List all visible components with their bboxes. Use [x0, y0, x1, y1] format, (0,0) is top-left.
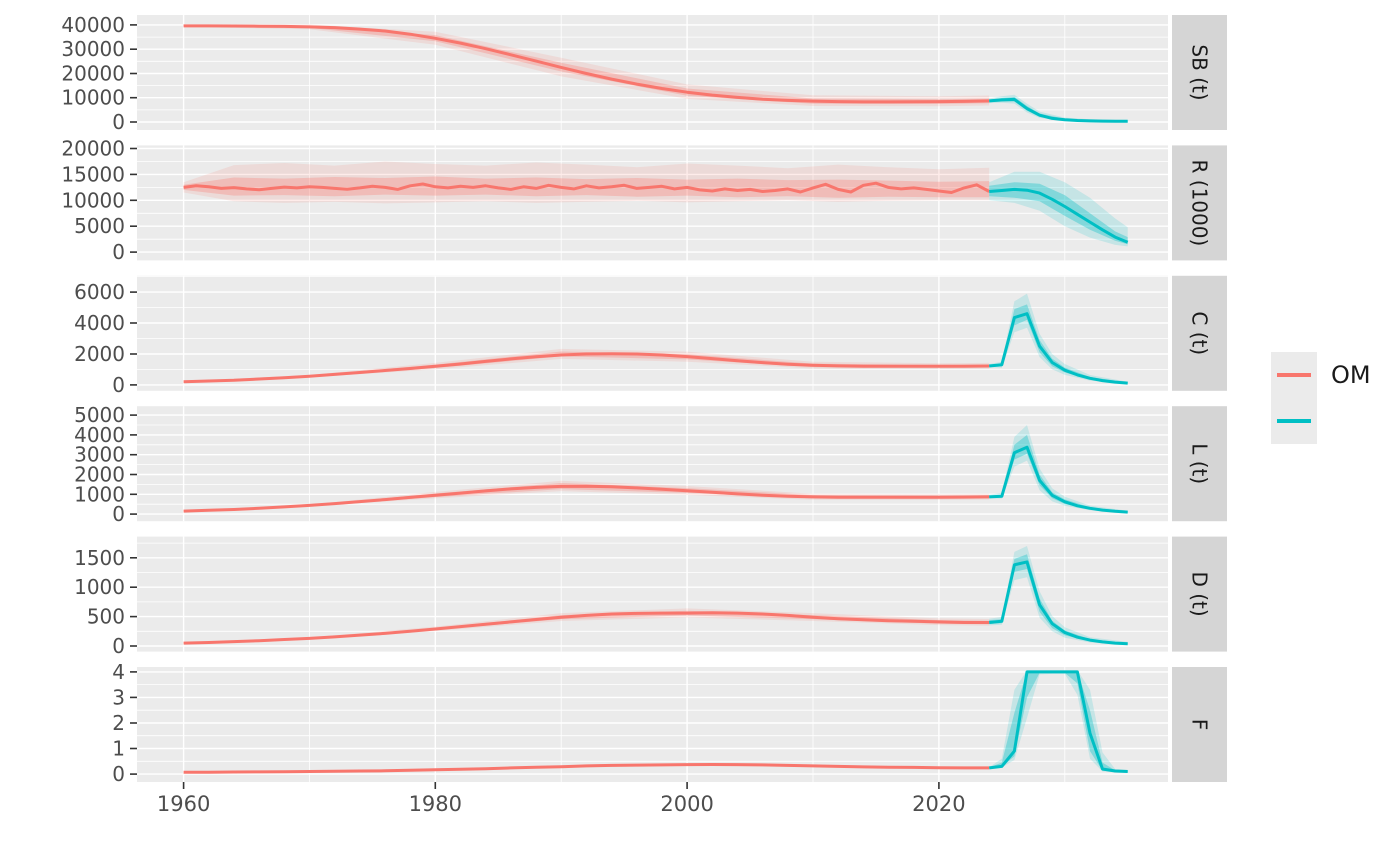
- y-tick-label: 20000: [61, 137, 125, 161]
- legend-label-om: OM: [1331, 361, 1371, 389]
- panel-D: D (t) 0 500 1000 1500: [74, 536, 1227, 658]
- y-tick-label: 40000: [61, 13, 125, 37]
- y-tick-label: 20000: [61, 62, 125, 86]
- legend-key-box-mp: [1271, 398, 1317, 444]
- facet-strip-SB: SB (t): [1172, 15, 1227, 130]
- y-tick-label: 4: [112, 660, 125, 684]
- panel-data: [183, 293, 1128, 385]
- y-tick-label: 1000: [74, 482, 125, 506]
- om-uncertainty-ribbon: [183, 161, 990, 204]
- y-tick-label: 2000: [74, 463, 125, 487]
- y-tick-label: 0: [112, 373, 125, 397]
- facet-strip-D: D (t): [1172, 536, 1227, 652]
- facet-strip-label: L (t): [1188, 443, 1212, 484]
- mp-line: [989, 97, 1128, 123]
- gridlines: [137, 406, 1168, 522]
- gridlines: [137, 536, 1168, 652]
- y-tick-label: 0: [112, 502, 125, 526]
- mp-uncertainty-ribbon: [989, 94, 1128, 122]
- y-tick-label: 2: [112, 711, 125, 735]
- x-tick-label: 2020: [912, 792, 965, 816]
- om-line: [183, 352, 990, 384]
- y-tick-label: 4000: [74, 423, 125, 447]
- x-tick-label: 2000: [660, 792, 713, 816]
- facet-strip-label: SB (t): [1188, 44, 1212, 100]
- om-line-swatch: [1277, 373, 1311, 377]
- x-tick-label: 1960: [157, 792, 210, 816]
- y-tick-label: 15000: [61, 162, 125, 186]
- y-tick-label: 500: [87, 605, 125, 629]
- mp-line: [989, 187, 1129, 244]
- y-tick-label: 1500: [74, 546, 125, 570]
- y-tick-label: 4000: [74, 311, 125, 335]
- om-uncertainty-ribbon: [183, 608, 990, 644]
- y-tick-label: 2000: [74, 342, 125, 366]
- panel-data: [183, 425, 1128, 514]
- y-tick-label: 0: [112, 762, 125, 786]
- legend-entry-mp: [1271, 398, 1371, 444]
- mp-line: [989, 312, 1128, 385]
- y-tick-label: 0: [112, 240, 125, 264]
- y-tick-label: 6000: [74, 280, 125, 304]
- facet-strip-F: F: [1172, 667, 1227, 782]
- om-line: [183, 611, 990, 645]
- mp-line: [989, 560, 1128, 646]
- mp-line: [989, 670, 1128, 773]
- facet-strip-label: R (1000): [1188, 160, 1212, 247]
- om-line: [183, 763, 990, 774]
- mp-uncertainty-ribbon: [989, 546, 1128, 646]
- y-tick-label: 5000: [74, 403, 125, 427]
- mp-uncertainty-ribbon: [989, 182, 1128, 245]
- y-tick-label: 10000: [61, 188, 125, 212]
- y-tick-label: 1000: [74, 575, 125, 599]
- y-tick-label: 3000: [74, 443, 125, 467]
- om-line: [183, 181, 990, 194]
- facet-strip-L: L (t): [1172, 406, 1227, 522]
- panel-C: C (t) 0 2000 4000 6000: [74, 275, 1227, 397]
- y-axis-C: 0 2000 4000 6000: [74, 280, 137, 397]
- y-tick-label: 0: [112, 634, 125, 658]
- facet-strip-label: F: [1188, 719, 1212, 731]
- om-line: [183, 484, 990, 513]
- om-line: [183, 24, 990, 104]
- panel-data: [183, 670, 1128, 774]
- facet-strip-C: C (t): [1172, 275, 1227, 391]
- x-axis: 1960 1980 2000 2020: [157, 782, 966, 816]
- gridlines: [137, 15, 1168, 130]
- panel-data: [183, 24, 1128, 123]
- panel-data: [183, 546, 1128, 646]
- legend: OM: [1271, 352, 1371, 444]
- x-tick-label: 1980: [409, 792, 462, 816]
- panel-data: [183, 161, 1129, 247]
- y-tick-label: 10000: [61, 86, 125, 110]
- legend-entry-om: OM: [1271, 352, 1371, 398]
- legend-key-box-om: [1271, 352, 1317, 398]
- mp-line: [989, 445, 1128, 514]
- y-tick-label: 3: [112, 685, 125, 709]
- y-tick-label: 5000: [74, 214, 125, 238]
- y-tick-label: 1: [112, 737, 125, 761]
- y-tick-label: 30000: [61, 37, 125, 61]
- facet-strip-label: D (t): [1188, 571, 1212, 616]
- y-axis-D: 0 500 1000 1500: [74, 546, 137, 658]
- gridlines: [137, 667, 1168, 782]
- om-uncertainty-ribbon: [183, 24, 990, 107]
- y-tick-label: 0: [112, 110, 125, 134]
- facet-strip-R: R (1000): [1172, 145, 1227, 261]
- mp-uncertainty-ribbon: [989, 434, 1128, 513]
- facet-strip-label: C (t): [1188, 311, 1212, 355]
- mp-line-swatch: [1277, 419, 1311, 423]
